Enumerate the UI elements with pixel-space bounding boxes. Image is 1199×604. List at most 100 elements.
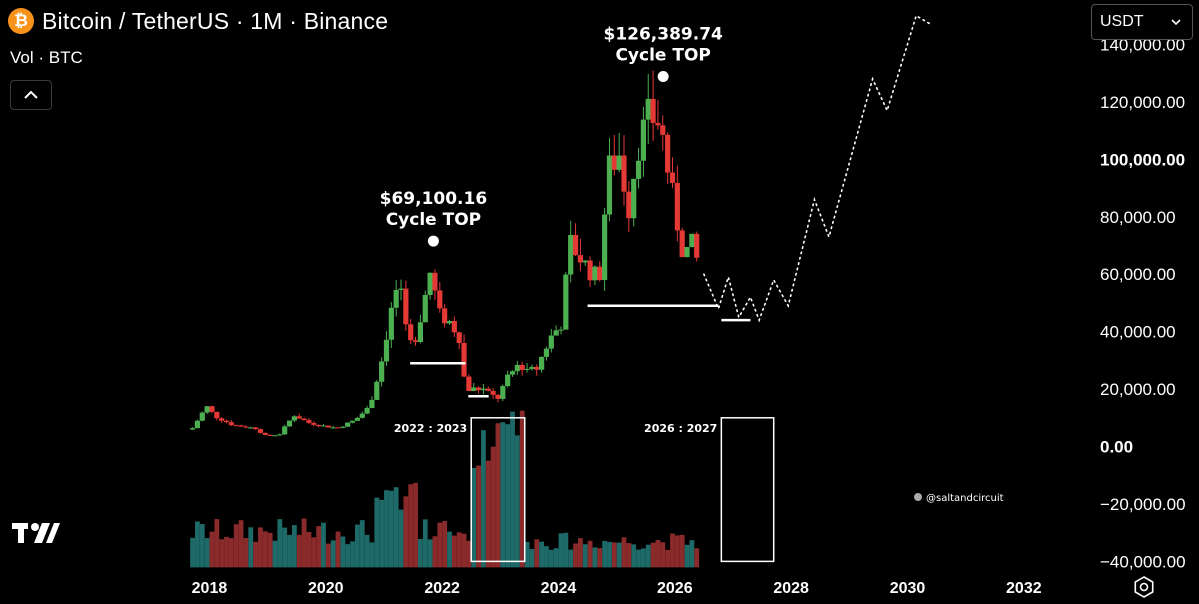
volume-bar: [238, 520, 244, 568]
candle-body: [543, 348, 550, 357]
volume-bar: [243, 538, 249, 568]
volume-bar: [209, 531, 215, 568]
volume-bar: [190, 537, 195, 568]
candle-body: [398, 288, 404, 290]
candle-body: [558, 329, 564, 331]
watermark-avatar-icon: [914, 493, 922, 501]
candle-body: [529, 366, 535, 369]
candle-body: [282, 426, 288, 435]
volume-bar: [447, 531, 452, 568]
volume-bar: [267, 532, 273, 568]
volume-bar: [219, 539, 225, 568]
candle-body: [631, 178, 637, 219]
volume-bar: [335, 531, 341, 568]
volume-bar: [510, 411, 515, 568]
x-axis: 2018 2020 2022 2024 2026 2028 2030 2032: [192, 580, 1042, 597]
volume-bar: [228, 538, 234, 568]
volume-bar: [476, 465, 481, 568]
symbol-header[interactable]: ₿ Bitcoin / TetherUS · 1M · Binance: [8, 6, 388, 36]
candle-body: [354, 417, 360, 421]
candle-body: [451, 320, 457, 333]
candle-body: [563, 274, 569, 330]
candle-body: [306, 420, 312, 423]
candle-body: [582, 260, 588, 263]
volume-indicator-label[interactable]: Vol · BTC: [10, 48, 83, 67]
candle-body: [519, 364, 525, 370]
volume-bar: [534, 539, 540, 568]
y-tick-label: 20,000.00: [1100, 380, 1176, 399]
candle-body: [316, 424, 322, 427]
volume-bar: [563, 532, 569, 568]
volume-bar: [689, 540, 695, 568]
candle-body: [466, 376, 472, 391]
candle-body: [325, 425, 331, 428]
volume-bar: [684, 544, 690, 568]
candle-body: [437, 290, 443, 309]
volume-bar: [311, 537, 317, 568]
x-tick-label: 2018: [192, 580, 228, 597]
volume-bar: [325, 543, 331, 568]
volume-bar: [214, 519, 220, 568]
volume-bar: [524, 541, 530, 568]
volume-bar: [291, 525, 297, 568]
volume-bar: [577, 538, 583, 568]
volume-bar: [548, 549, 554, 568]
candle-body: [369, 399, 375, 409]
volume-bar: [418, 538, 423, 568]
candle-body: [495, 394, 501, 399]
volume-bar: [694, 548, 700, 568]
volume-bar: [640, 548, 646, 568]
volume-bar: [655, 540, 661, 568]
volume-bar: [233, 524, 239, 568]
y-tick-label: 40,000.00: [1100, 323, 1176, 342]
candle-body: [621, 155, 627, 192]
y-tick-label: 80,000.00: [1100, 208, 1176, 227]
volume-bar: [248, 527, 254, 568]
volume-bar: [602, 540, 608, 568]
volume-bar: [204, 538, 210, 568]
candle-body: [335, 427, 341, 429]
volume-bar: [679, 534, 685, 568]
currency-select[interactable]: USDT: [1091, 4, 1193, 40]
volume-bar: [277, 519, 283, 568]
volume-bar: [321, 522, 326, 568]
volume-bar: [626, 543, 632, 568]
candle-body: [427, 272, 433, 295]
candle-body: [393, 289, 399, 308]
volume-bar: [597, 548, 603, 568]
candle-body: [606, 155, 613, 215]
volume-bar: [631, 544, 637, 568]
volume-bar: [316, 526, 322, 568]
volume-bar: [490, 446, 496, 568]
candle-body: [267, 434, 273, 436]
candle-body: [456, 332, 462, 343]
collapse-button[interactable]: [10, 80, 52, 110]
volume-bar: [519, 410, 525, 568]
volume-bar: [422, 519, 428, 568]
candle-body: [257, 429, 264, 433]
volume-bar: [340, 536, 346, 568]
candle-body: [417, 322, 424, 342]
volume-bar: [282, 527, 288, 568]
volume-bar: [296, 534, 302, 568]
candle-body: [379, 361, 385, 382]
candle-body: [233, 425, 239, 427]
candle-body: [597, 266, 603, 281]
x-tick-label: 2020: [308, 580, 344, 597]
candle-body: [408, 324, 414, 341]
x-tick-label: 2026: [657, 580, 693, 597]
candle-body: [330, 427, 336, 429]
candle-body: [548, 335, 554, 349]
settings-button[interactable]: [1132, 575, 1156, 604]
candle-body: [679, 230, 685, 258]
cycle-box-label: 2026 : 2027: [644, 422, 717, 435]
volume-bar: [287, 534, 292, 568]
candle-body: [277, 434, 283, 436]
candle-body: [490, 390, 496, 395]
candle-body: [345, 422, 351, 427]
candle-body: [219, 418, 225, 421]
candle-body: [568, 234, 574, 275]
candle-body: [248, 427, 254, 429]
bitcoin-icon: ₿: [8, 8, 34, 34]
